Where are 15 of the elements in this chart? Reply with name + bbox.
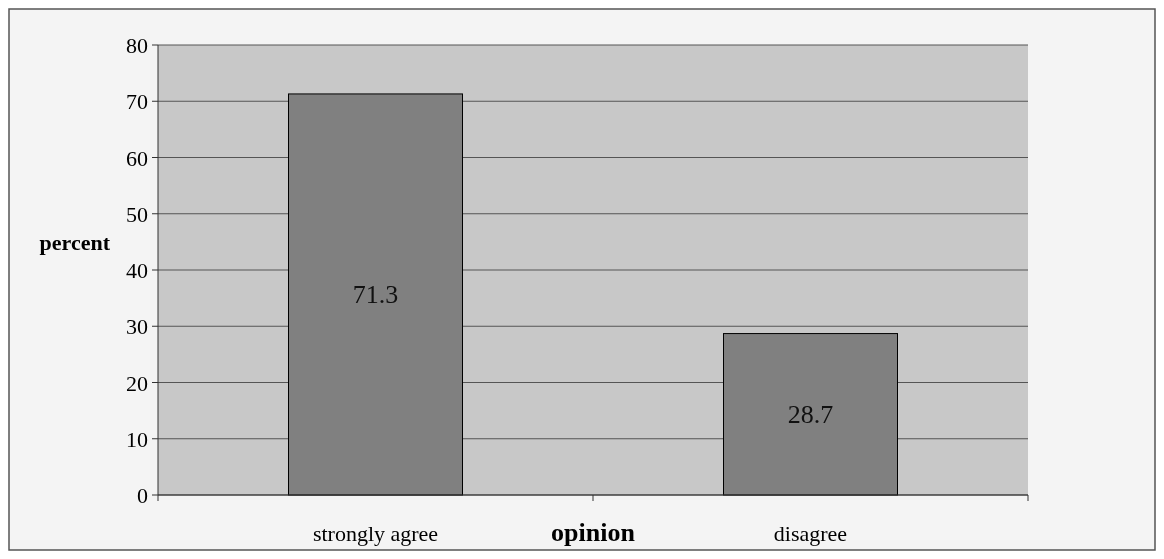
x-tick-label: strongly agree (312, 521, 439, 546)
y-tick-label: 70 (126, 89, 148, 115)
y-tick-label: 20 (126, 370, 148, 396)
y-tick-label: 80 (126, 33, 148, 58)
data-label: 71.3 (352, 280, 399, 310)
y-tick-label: 0 (137, 483, 148, 508)
y-tick-label: 30 (126, 314, 148, 340)
x-tick-label: disagree (773, 521, 848, 546)
y-tick-label: 40 (126, 258, 148, 283)
data-label: 28.7 (787, 400, 834, 430)
y-tick-label: 10 (126, 426, 148, 452)
x-axis-title: opinion (551, 518, 636, 547)
y-tick-label: 50 (126, 201, 148, 227)
y-tick-label: 60 (126, 145, 148, 171)
y-axis-title: percent (39, 230, 111, 255)
